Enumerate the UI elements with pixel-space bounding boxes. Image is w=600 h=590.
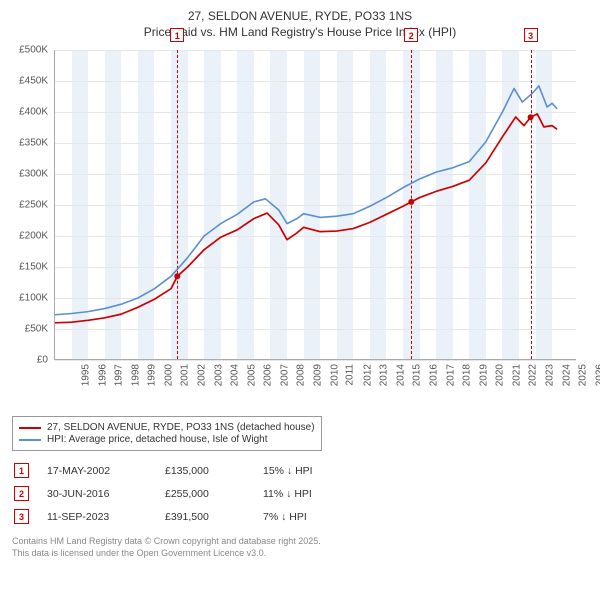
y-tick-label: £500K (0, 45, 48, 56)
x-tick-label: 2006 (263, 364, 274, 386)
series-line-property (55, 114, 557, 323)
x-tick-label: 2016 (428, 364, 439, 386)
y-tick-label: £0 (0, 355, 48, 366)
x-tick-label: 2011 (345, 364, 356, 386)
y-tick-label: £300K (0, 169, 48, 180)
y-tick-label: £350K (0, 138, 48, 149)
x-tick-label: 2009 (312, 364, 323, 386)
legend-swatch-hpi (19, 439, 41, 441)
x-tick-label: 2001 (180, 364, 191, 386)
y-tick-label: £450K (0, 76, 48, 87)
x-tick-label: 2024 (561, 364, 572, 386)
series-line-hpi (55, 86, 557, 315)
x-tick-label: 1997 (113, 364, 124, 386)
tx-row-price: £391,500 (165, 511, 245, 523)
x-tick-label: 2007 (279, 364, 290, 386)
transaction-badge: 1 (170, 28, 184, 42)
tx-row-badge: 2 (14, 486, 29, 501)
plot-area: 123 (54, 50, 576, 360)
footer-line-1: Contains HM Land Registry data © Crown c… (12, 536, 588, 548)
title-block: 27, SELDON AVENUE, RYDE, PO33 1NS Price … (12, 8, 588, 40)
footer-attribution: Contains HM Land Registry data © Crown c… (12, 536, 588, 559)
tx-row-badge: 1 (14, 463, 29, 478)
tx-row-price: £135,000 (165, 465, 245, 477)
x-tick-label: 2003 (213, 364, 224, 386)
y-tick-label: £100K (0, 293, 48, 304)
x-tick-label: 2015 (412, 364, 423, 386)
x-tick-label: 2012 (362, 364, 373, 386)
transaction-row: 1 17-MAY-2002 £135,000 15% ↓ HPI (12, 459, 588, 482)
tx-row-diff: 11% ↓ HPI (263, 488, 343, 500)
transaction-row: 3 11-SEP-2023 £391,500 7% ↓ HPI (12, 505, 588, 528)
x-tick-label: 2010 (329, 364, 340, 386)
x-tick-label: 2002 (196, 364, 207, 386)
x-tick-label: 2018 (461, 364, 472, 386)
footer-line-2: This data is licensed under the Open Gov… (12, 548, 588, 560)
transaction-badge: 3 (524, 28, 538, 42)
x-tick-label: 2008 (296, 364, 307, 386)
x-tick-label: 2025 (577, 364, 588, 386)
x-tick-label: 2026 (594, 364, 600, 386)
x-tick-label: 1995 (80, 364, 91, 386)
title-line-1: 27, SELDON AVENUE, RYDE, PO33 1NS (12, 8, 588, 24)
legend-swatch-property (19, 427, 41, 429)
title-line-2: Price paid vs. HM Land Registry's House … (12, 24, 588, 40)
line-series-svg (55, 50, 576, 359)
legend-label-hpi: HPI: Average price, detached house, Isle… (47, 434, 268, 445)
y-tick-label: £150K (0, 262, 48, 273)
chart-area: £0£50K£100K£150K£200K£250K£300K£350K£400… (12, 44, 588, 414)
tx-row-diff: 7% ↓ HPI (263, 511, 343, 523)
tx-row-price: £255,000 (165, 488, 245, 500)
x-tick-label: 2017 (445, 364, 456, 386)
x-tick-label: 2022 (528, 364, 539, 386)
y-tick-label: £50K (0, 324, 48, 335)
legend-row-property: 27, SELDON AVENUE, RYDE, PO33 1NS (detac… (19, 422, 315, 433)
x-tick-label: 1998 (130, 364, 141, 386)
x-tick-label: 2014 (395, 364, 406, 386)
transaction-table: 1 17-MAY-2002 £135,000 15% ↓ HPI 2 30-JUN-201… (12, 459, 588, 528)
y-tick-label: £200K (0, 231, 48, 242)
y-tick-label: £400K (0, 107, 48, 118)
x-tick-label: 2019 (478, 364, 489, 386)
x-tick-label: 2013 (379, 364, 390, 386)
transaction-row: 2 30-JUN-2016 £255,000 11% ↓ HPI (12, 482, 588, 505)
x-tick-label: 1999 (147, 364, 158, 386)
tx-row-date: 30-JUN-2016 (47, 488, 147, 500)
x-tick-label: 2023 (544, 364, 555, 386)
x-tick-label: 2000 (163, 364, 174, 386)
y-tick-label: £250K (0, 200, 48, 211)
chart-container: 27, SELDON AVENUE, RYDE, PO33 1NS Price … (0, 0, 600, 572)
x-tick-label: 2021 (511, 364, 522, 386)
gridline (55, 360, 576, 361)
legend-label-property: 27, SELDON AVENUE, RYDE, PO33 1NS (detac… (47, 422, 315, 433)
x-tick-label: 2004 (229, 364, 240, 386)
tx-row-diff: 15% ↓ HPI (263, 465, 343, 477)
x-tick-label: 2020 (495, 364, 506, 386)
transaction-badge: 2 (404, 28, 418, 42)
x-tick-label: 2005 (246, 364, 257, 386)
tx-row-badge: 3 (14, 509, 29, 524)
legend-box: 27, SELDON AVENUE, RYDE, PO33 1NS (detac… (12, 416, 322, 451)
tx-row-date: 17-MAY-2002 (47, 465, 147, 477)
legend-row-hpi: HPI: Average price, detached house, Isle… (19, 434, 315, 445)
tx-row-date: 11-SEP-2023 (47, 511, 147, 523)
x-tick-label: 1996 (97, 364, 108, 386)
